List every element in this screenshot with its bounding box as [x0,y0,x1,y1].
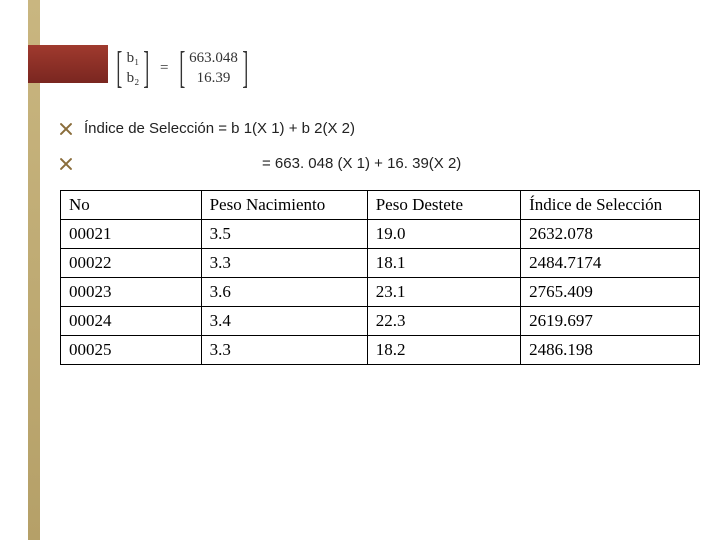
v1: 663.048 [189,48,238,68]
accent-block [28,45,108,83]
cell-pn: 3.6 [201,278,367,307]
left-bracket-close: ] [144,48,150,88]
b1: b₁ [127,48,140,68]
diamond-bullet-icon [60,123,72,135]
cell-pd: 18.2 [367,336,520,365]
cell-is: 2765.409 [521,278,700,307]
equals-sign: = [160,60,168,77]
v2: 16.39 [189,68,238,88]
col-header-peso-nacimiento: Peso Nacimiento [201,191,367,220]
cell-pn: 3.3 [201,249,367,278]
table-row: 00025 3.3 18.2 2486.198 [61,336,700,365]
bullet-line-2: = 663. 048 (X 1) + 16. 39(X 2) [60,155,690,172]
left-bracket-open: [ [116,48,122,88]
table-row: 00024 3.4 22.3 2619.697 [61,307,700,336]
cell-is: 2486.198 [521,336,700,365]
col-header-indice: Índice de Selección [521,191,700,220]
table-row: 00022 3.3 18.1 2484.7174 [61,249,700,278]
cell-pd: 23.1 [367,278,520,307]
cell-no: 00023 [61,278,202,307]
cell-no: 00024 [61,307,202,336]
b2: b₂ [127,68,140,88]
bullet-text-1: Índice de Selección = b 1(X 1) + b 2(X 2… [84,120,355,137]
cell-no: 00022 [61,249,202,278]
table-body: 00021 3.5 19.0 2632.078 00022 3.3 18.1 2… [61,220,700,365]
table-row: 00021 3.5 19.0 2632.078 [61,220,700,249]
bullet-text-2: = 663. 048 (X 1) + 16. 39(X 2) [84,155,461,172]
bullet-line-1: Índice de Selección = b 1(X 1) + b 2(X 2… [60,120,690,137]
cell-pn: 3.5 [201,220,367,249]
data-table-wrap: No Peso Nacimiento Peso Destete Índice d… [60,190,700,365]
left-vector: b₁ b₂ [127,48,140,88]
col-header-peso-destete: Peso Destete [367,191,520,220]
cell-is: 2484.7174 [521,249,700,278]
main-content: Índice de Selección = b 1(X 1) + b 2(X 2… [60,120,690,365]
right-vector: 663.048 16.39 [189,48,238,88]
selection-index-table: No Peso Nacimiento Peso Destete Índice d… [60,190,700,365]
right-bracket-close: ] [242,48,248,88]
cell-no: 00025 [61,336,202,365]
table-header-row: No Peso Nacimiento Peso Destete Índice d… [61,191,700,220]
matrix-equation: [ b₁ b₂ ] = [ 663.048 16.39 ] [112,48,253,88]
cell-pn: 3.4 [201,307,367,336]
right-bracket-open: [ [179,48,185,88]
cell-pd: 22.3 [367,307,520,336]
cell-pd: 19.0 [367,220,520,249]
cell-no: 00021 [61,220,202,249]
cell-pn: 3.3 [201,336,367,365]
cell-is: 2632.078 [521,220,700,249]
table-row: 00023 3.6 23.1 2765.409 [61,278,700,307]
diamond-bullet-icon [60,158,72,170]
cell-is: 2619.697 [521,307,700,336]
col-header-no: No [61,191,202,220]
cell-pd: 18.1 [367,249,520,278]
